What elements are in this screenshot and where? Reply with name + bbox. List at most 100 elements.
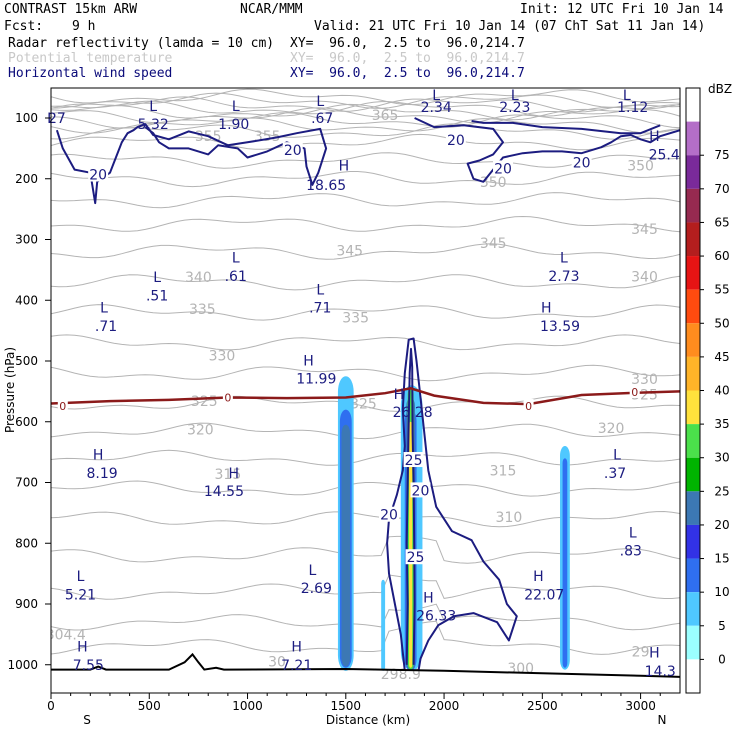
theta-label: 345 [631,222,658,238]
theta-line [51,304,680,321]
wind-contour [471,120,661,135]
colorbar-label: 30 [714,451,729,465]
reflectivity-cell [341,424,351,667]
freezing-line [51,387,680,406]
theta-label: 345 [336,243,363,259]
colorbar-label: 70 [714,182,729,196]
colorbar-label: 5 [718,619,726,633]
theta-line [51,215,680,233]
theta-label: 330 [631,372,658,388]
freezing-label-bg [57,398,68,412]
org-label: NCAR/MMM [240,2,303,17]
wind-contour [55,123,328,205]
theta-label: 29 [632,644,650,660]
theta-label: 325 [350,397,377,413]
theta-label: 315 [215,467,242,483]
extremum-low-marker: L [316,282,324,298]
theta-label: 340 [631,270,658,286]
extremum-value: 5.21 [65,587,96,603]
extremum-low-marker: L [149,99,157,115]
y-axis-title: Pressure (hPa) [3,347,17,433]
extremum-value: 27 [48,111,66,127]
theta-line [51,107,680,124]
wind-label: 20 [89,167,107,183]
theta-line [51,620,680,655]
theta-line [51,117,680,134]
wind-label-bg [403,452,424,468]
model-title: CONTRAST 15km ARW [4,2,138,17]
extremum-value: 7.55 [73,658,104,674]
extremum-value: .67 [311,111,333,127]
colorbar-label: 65 [714,215,729,229]
x-tick-label: 500 [138,699,161,713]
theta-line [51,92,680,109]
colorbar-swatch [686,390,700,425]
y-tick-label: 500 [15,354,38,368]
x-tick-label: 1500 [331,699,362,713]
freezing-label: 0 [59,400,66,413]
theta-line [51,510,680,528]
fcst-label: Fcst: [4,19,44,34]
colorbar-swatch [686,155,700,189]
freezing-label: 0 [525,400,532,413]
x-tick-label: 2500 [527,699,558,713]
theta-line [51,100,680,117]
extremum-value: .71 [309,301,331,317]
wind-label-bg [445,131,466,147]
field-reflectivity-name: Radar reflectivity (lamda = 10 cm) [8,36,275,51]
extremum-high-marker: H [229,466,240,482]
field-theta-xy: XY= 96.0, 2.5 to 96.0,214.7 [290,51,525,66]
extremum-low-marker: L [560,251,568,267]
extremum-value: 7.21 [281,658,312,674]
extremum-high-marker: H [649,129,660,145]
field-reflectivity-xy: XY= 96.0, 2.5 to 96.0,214.7 [290,36,525,51]
theta-line [51,603,680,631]
freezing-level [51,387,680,406]
y-tick-label: 100 [15,111,38,125]
fcst-value: 9 h [72,19,96,34]
theta-line [51,574,680,600]
theta-line [51,449,680,466]
theta-line [51,88,680,106]
theta-line [51,274,680,291]
y-tick-label: 200 [15,172,38,186]
extremum-value: 14.55 [204,484,244,500]
theta-label: 304.4 [46,627,86,643]
extremum-value: 2.73 [548,269,579,285]
wind-label-bg [282,142,303,158]
extremum-value: 5.32 [138,117,169,133]
theta-label: 345 [480,236,507,252]
colorbar-label: 10 [714,585,729,599]
theta-line [51,480,680,497]
terrain-line [51,652,680,678]
colorbar-swatch [686,289,700,324]
theta-label: 350 [627,158,654,174]
colorbar-label: 45 [714,350,729,364]
field-theta-name: Potential temperature [8,51,173,66]
y-tick-label: 400 [15,293,38,307]
colorbar-swatch [686,524,700,559]
colorbar-label: 50 [714,316,729,330]
extremum-low-marker: L [77,569,85,585]
extremum-high-marker: H [77,640,88,656]
x-tick-label: 1000 [232,699,263,713]
extremum-value: 22.07 [524,587,564,603]
colorbar-swatch [686,558,700,593]
wind-label-bg [405,549,426,565]
y-tick-label: 1000 [7,658,38,672]
extremum-low-marker: L [432,88,440,104]
terrain [51,652,680,678]
theta-line [51,243,680,260]
extremum-high-marker: H [533,569,544,585]
extremum-value: 13.59 [540,319,580,335]
extremum-value: .51 [146,288,168,304]
init-time: Init: 12 UTC Fri 10 Jan 14 [520,2,724,17]
extremum-value: 11.99 [296,372,336,388]
extremum-low-marker: L [623,88,631,104]
theta-label: 355 [254,129,281,145]
theta-label: 340 [185,270,212,286]
extremum-value: 26.33 [416,609,456,625]
colorbar: dBZ 0 5 10 15 20 25 30 35 40 45 50 55 60 65 70 75 [685,82,732,694]
